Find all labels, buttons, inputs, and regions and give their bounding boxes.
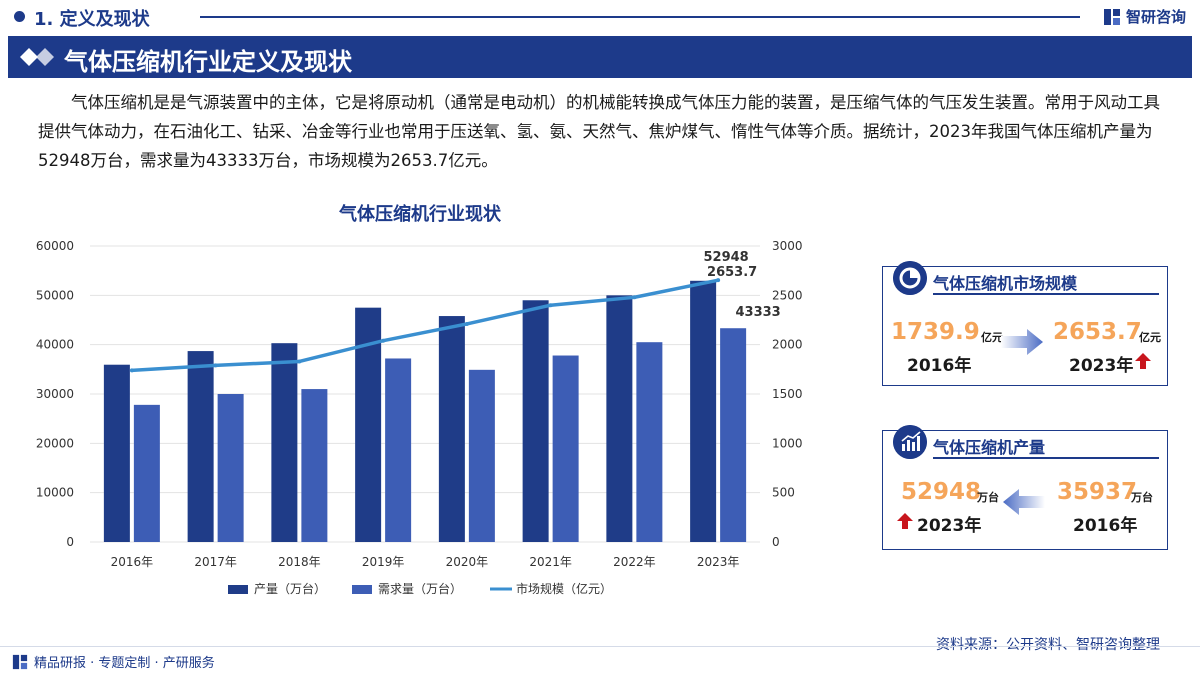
demand-bar <box>133 404 160 542</box>
y-tick-label-left: 20000 <box>36 436 74 450</box>
brand-logo-icon <box>12 654 28 670</box>
y-tick-label-left: 0 <box>66 535 74 549</box>
output-panel: 气体压缩机产量 52948 万台 2023年 35937 万台 2016年 <box>882 425 1168 550</box>
market-size-point <box>548 303 553 308</box>
output-2016-unit: 万台 <box>1131 491 1153 504</box>
market-size-point <box>297 359 302 364</box>
section-divider <box>200 16 1080 18</box>
data-label-production-2023: 52948 <box>704 250 749 265</box>
intro-paragraph: 气体压缩机是是气源装置中的主体，它是将原动机（通常是电动机）的机械能转换成气体压… <box>38 93 1160 170</box>
legend-swatch <box>228 585 248 594</box>
production-bar <box>103 364 130 542</box>
footer-divider <box>0 646 1200 647</box>
page-title: 气体压缩机行业定义及现状 <box>64 48 352 76</box>
y-tick-label-left: 10000 <box>36 486 74 500</box>
output-2016-year: 2016年 <box>1073 516 1138 536</box>
brand: 智研咨询 <box>1103 6 1186 27</box>
production-bar <box>606 295 633 542</box>
brand-name: 智研咨询 <box>1125 8 1186 26</box>
market-size-point <box>632 295 637 300</box>
y-tick-label-right: 1000 <box>772 436 803 450</box>
up-arrow-icon <box>897 513 913 529</box>
y-tick-label-right: 2500 <box>772 288 803 302</box>
brand-logo-icon <box>1103 8 1120 25</box>
demand-bar <box>468 369 495 542</box>
up-arrow-icon <box>1135 353 1151 369</box>
demand-bar <box>217 394 244 542</box>
x-tick-label: 2023年 <box>697 555 740 569</box>
market-size-2023-year: 2023年 <box>1069 356 1134 376</box>
output-2023-unit: 万台 <box>977 491 999 504</box>
demand-bar <box>301 389 328 542</box>
y-tick-label-right: 2000 <box>772 338 803 352</box>
section-bar: 1. 定义及现状 <box>0 0 1200 34</box>
market-size-2016-value: 1739.9 <box>891 319 980 345</box>
arrow-left-icon <box>1003 489 1045 515</box>
data-label-demand-2023: 43333 <box>736 305 781 320</box>
y-tick-label-left: 40000 <box>36 338 74 352</box>
panel-divider <box>933 293 1159 295</box>
market-size-2023-value: 2653.7 <box>1053 319 1142 345</box>
footer-tagline: 精品研报 · 专题定制 · 产研服务 <box>34 656 215 671</box>
x-tick-label: 2021年 <box>529 555 572 569</box>
production-bar <box>187 351 214 542</box>
y-tick-label-right: 3000 <box>772 239 803 253</box>
bar-chart-icon <box>893 425 927 459</box>
production-bar <box>271 343 298 542</box>
y-tick-label-left: 50000 <box>36 288 74 302</box>
market-size-point <box>381 338 386 343</box>
x-tick-label: 2019年 <box>362 555 405 569</box>
production-bar <box>438 316 465 542</box>
market-size-point <box>464 321 469 326</box>
y-tick-label-right: 500 <box>772 486 795 500</box>
chart: 0 10000 20000 30000 40000 50000 60000 0 500 1000 1… <box>36 239 803 596</box>
legend-label: 产量（万台） <box>254 581 326 596</box>
market-size-point <box>129 368 134 373</box>
pie-chart-icon <box>893 261 927 295</box>
legend-label: 需求量（万台） <box>378 581 462 596</box>
market-size-panel-title: 气体压缩机市场规模 <box>933 274 1078 293</box>
legend-swatch <box>352 585 372 594</box>
market-size-point <box>716 278 721 283</box>
output-2016-value: 35937 <box>1057 479 1138 505</box>
output-2023-year: 2023年 <box>917 516 982 536</box>
y-tick-label-right: 0 <box>772 535 780 549</box>
section-title: 1. 定义及现状 <box>34 9 150 30</box>
demand-bar <box>385 358 412 542</box>
x-tick-label: 2020年 <box>446 555 489 569</box>
y-tick-label-left: 60000 <box>36 239 74 253</box>
y-tick-label-right: 1500 <box>772 387 803 401</box>
y-tick-label-left: 30000 <box>36 387 74 401</box>
production-bar <box>690 280 717 542</box>
x-tick-label: 2022年 <box>613 555 656 569</box>
output-panel-title: 气体压缩机产量 <box>933 438 1046 457</box>
arrow-right-icon <box>1001 329 1043 355</box>
x-tick-label: 2017年 <box>194 555 237 569</box>
demand-bar <box>720 328 747 542</box>
diamond-icon <box>20 48 54 66</box>
production-bar <box>522 300 549 542</box>
market-size-2016-unit: 亿元 <box>981 331 1003 344</box>
market-size-2023-unit: 亿元 <box>1139 331 1161 344</box>
market-size-line <box>131 278 719 373</box>
output-2023-value: 52948 <box>901 479 982 505</box>
chart-title: 气体压缩机行业现状 <box>339 204 501 225</box>
x-tick-label: 2018年 <box>278 555 321 569</box>
demand-bar <box>552 355 579 542</box>
x-tick-label: 2016年 <box>111 555 154 569</box>
market-size-point <box>213 363 218 368</box>
market-size-panel: 气体压缩机市场规模 1739.9 亿元 2016年 2653.7 亿元 2023… <box>882 261 1168 386</box>
panel-divider <box>933 457 1159 459</box>
page-header: 气体压缩机行业定义及现状 <box>8 36 1192 78</box>
market-size-2016-year: 2016年 <box>907 356 972 376</box>
demand-bar <box>636 342 663 542</box>
data-label-market-size-2023: 2653.7 <box>707 265 757 280</box>
section-bullet <box>14 11 25 22</box>
legend-label: 市场规模（亿元） <box>516 581 612 596</box>
source-note: 资料来源：公开资料、智研咨询整理 <box>936 637 1160 653</box>
